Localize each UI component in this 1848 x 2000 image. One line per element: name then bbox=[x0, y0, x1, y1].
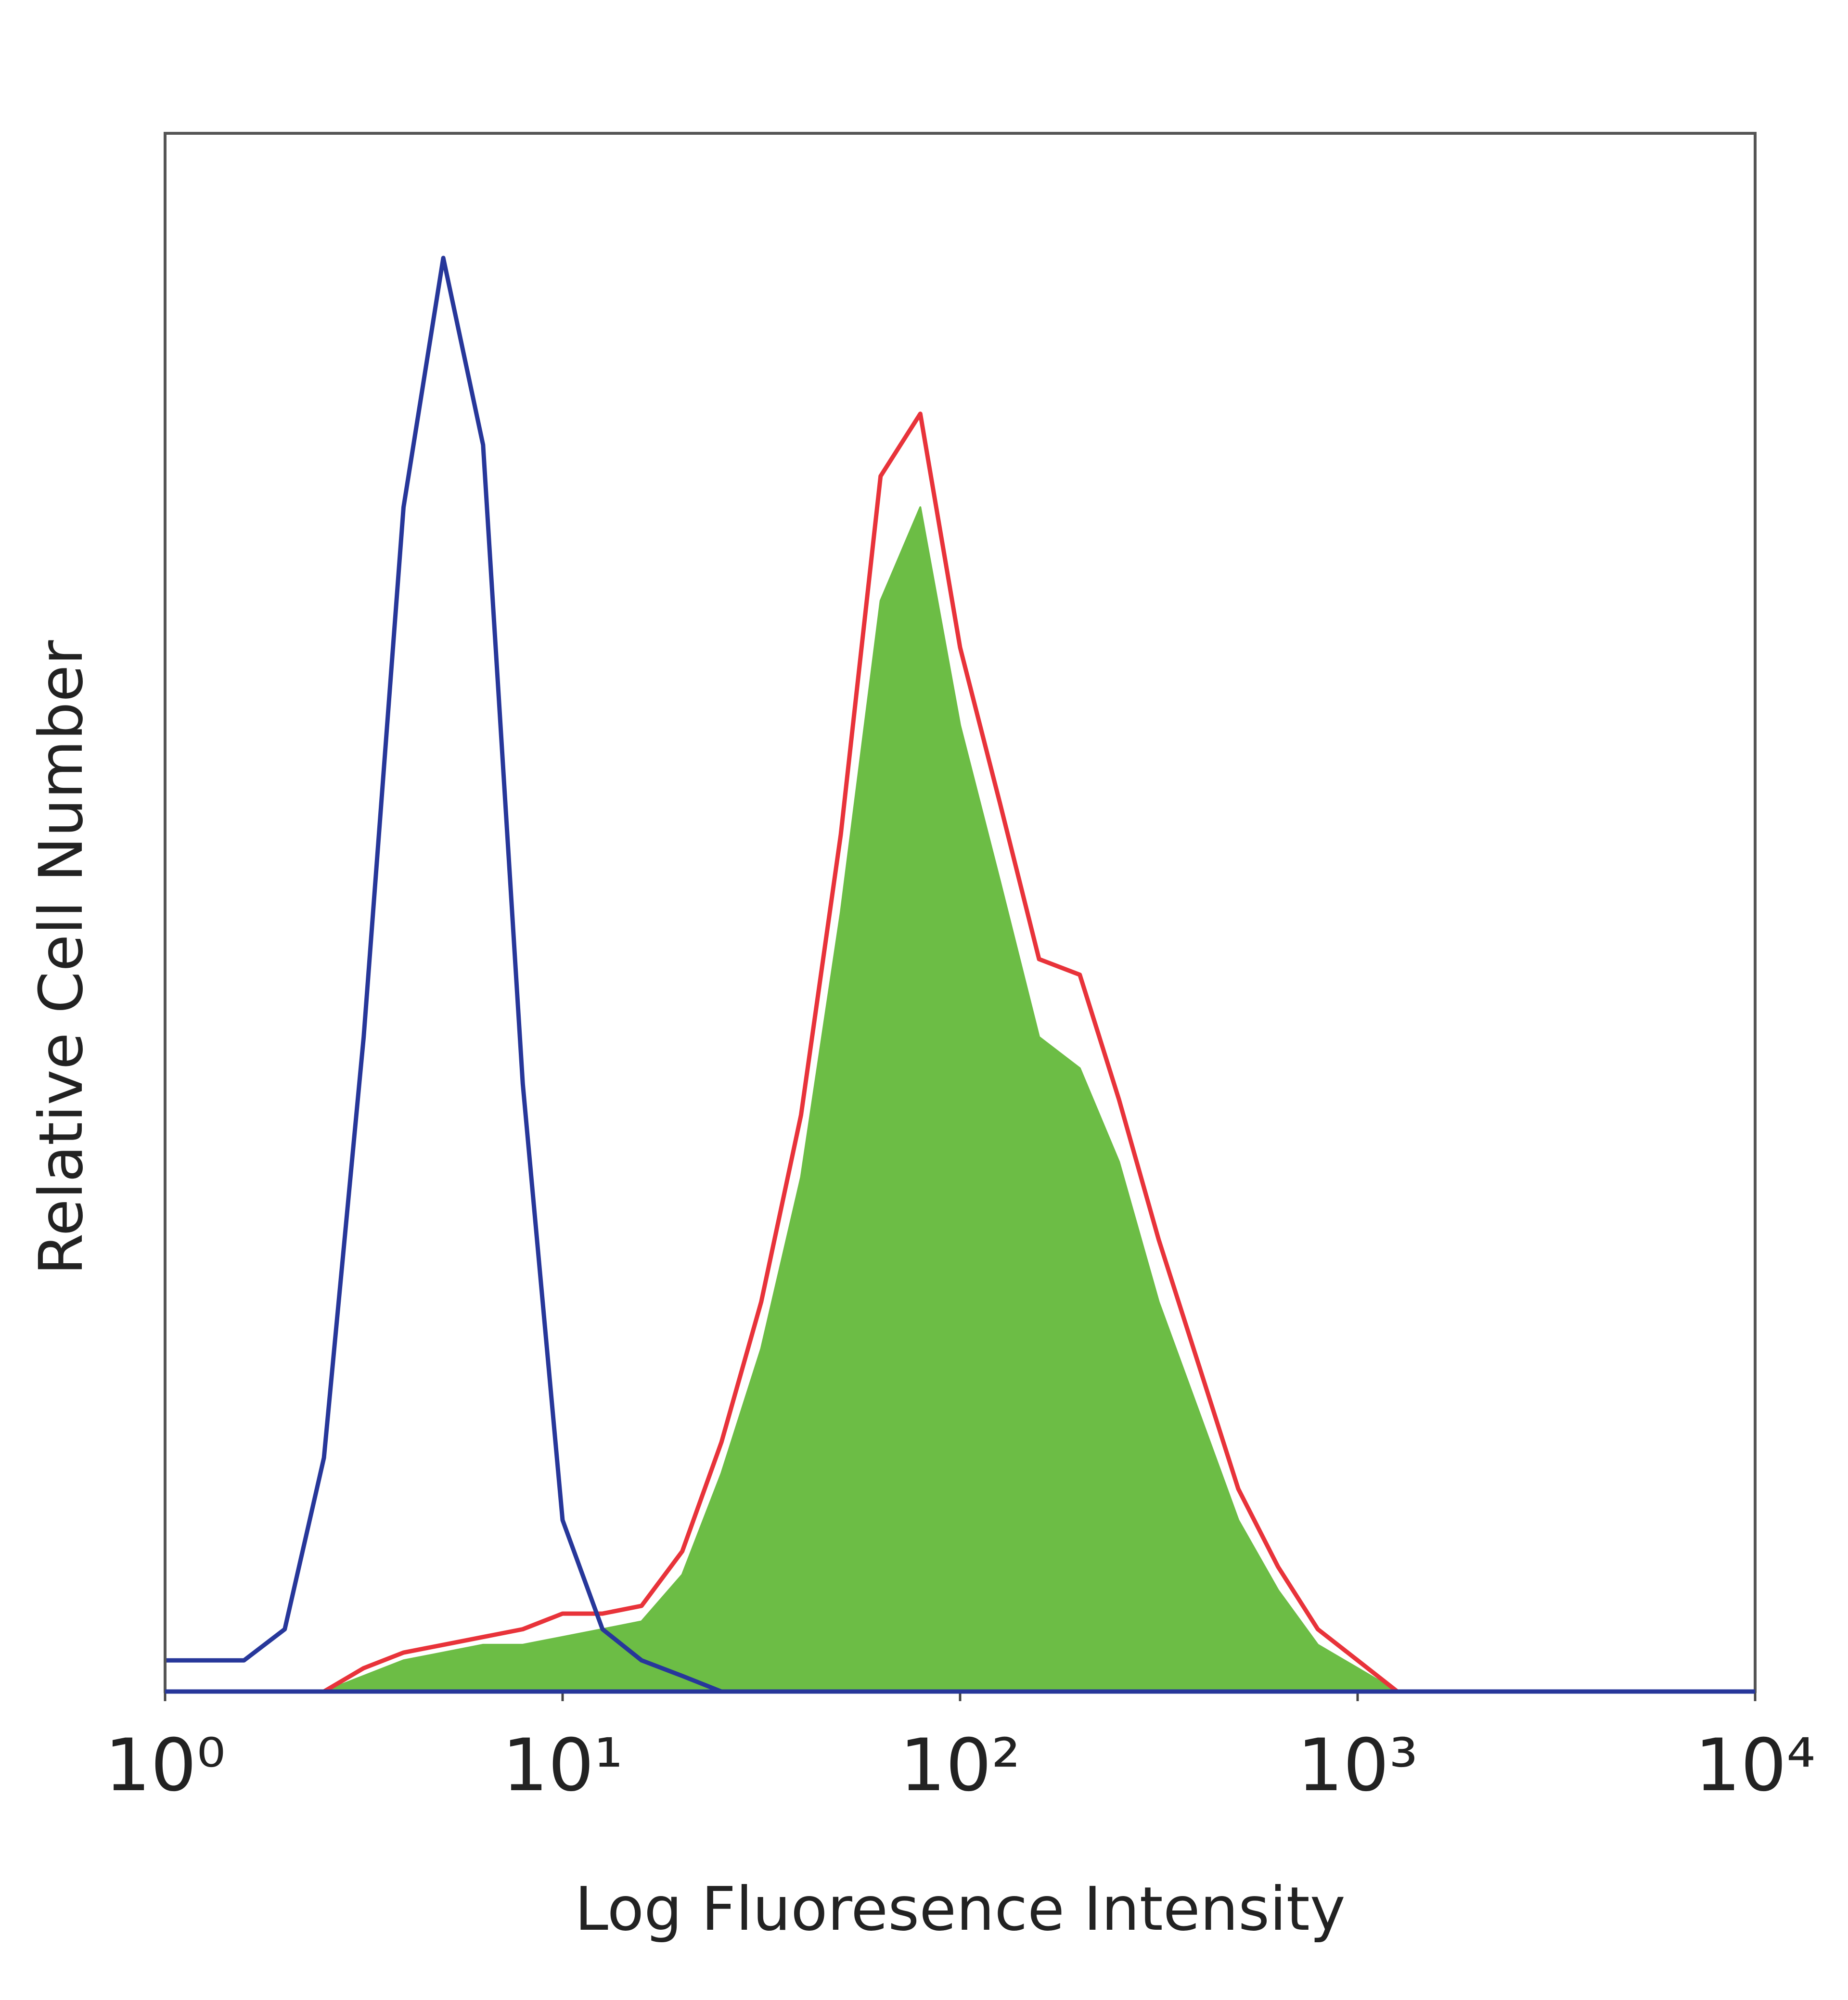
histogram-area bbox=[164, 506, 1756, 1692]
x-tick-label: 10⁰ bbox=[104, 1724, 225, 1808]
x-tick-label: 10⁴ bbox=[1694, 1724, 1815, 1808]
x-tick-label: 10³ bbox=[1297, 1724, 1418, 1808]
y-axis-label: Relative Cell Number bbox=[26, 640, 96, 1275]
x-axis-label: Log Fluoresence Intensity bbox=[575, 1874, 1346, 1944]
x-tick-label: 10² bbox=[899, 1724, 1020, 1808]
x-tick-label: 10¹ bbox=[502, 1724, 623, 1808]
